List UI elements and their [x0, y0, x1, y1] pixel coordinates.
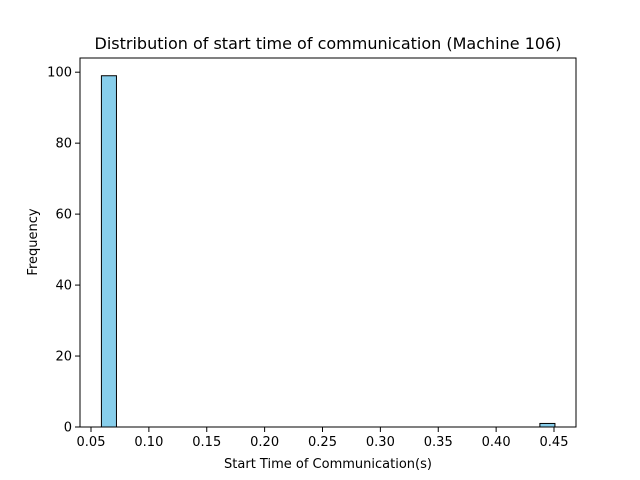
x-axis-ticks: 0.05 0.10 0.15 0.20 0.25 0.30 0.35 0.40 0.45	[77, 427, 569, 450]
histogram-bar-1	[539, 422, 556, 428]
x-tick-label: 0.45	[540, 435, 569, 450]
y-tick-label: 60	[55, 208, 72, 223]
y-tick-label: 100	[47, 66, 72, 81]
y-tick-label: 20	[55, 350, 72, 365]
x-tick-label: 0.20	[250, 435, 279, 450]
x-tick-label: 0.30	[366, 435, 395, 450]
x-tick-label: 0.40	[482, 435, 511, 450]
x-tick-label: 0.25	[308, 435, 337, 450]
y-axis-label: Frequency	[26, 208, 41, 275]
plot-frame	[79, 57, 577, 428]
x-tick-label: 0.10	[134, 435, 163, 450]
histogram-bar-0	[100, 75, 117, 428]
y-axis-ticks: 0 20 40 60 80 100	[47, 66, 80, 436]
x-tick-label: 0.35	[424, 435, 453, 450]
x-tick-label: 0.05	[77, 435, 106, 450]
y-tick-label: 40	[55, 279, 72, 294]
y-tick-label: 0	[64, 421, 72, 436]
bars-group	[100, 75, 556, 428]
x-tick-label: 0.15	[192, 435, 221, 450]
y-tick-label: 80	[55, 137, 72, 152]
x-axis-label: Start Time of Communication(s)	[224, 457, 432, 472]
chart-title: Distribution of start time of communicat…	[95, 34, 562, 53]
